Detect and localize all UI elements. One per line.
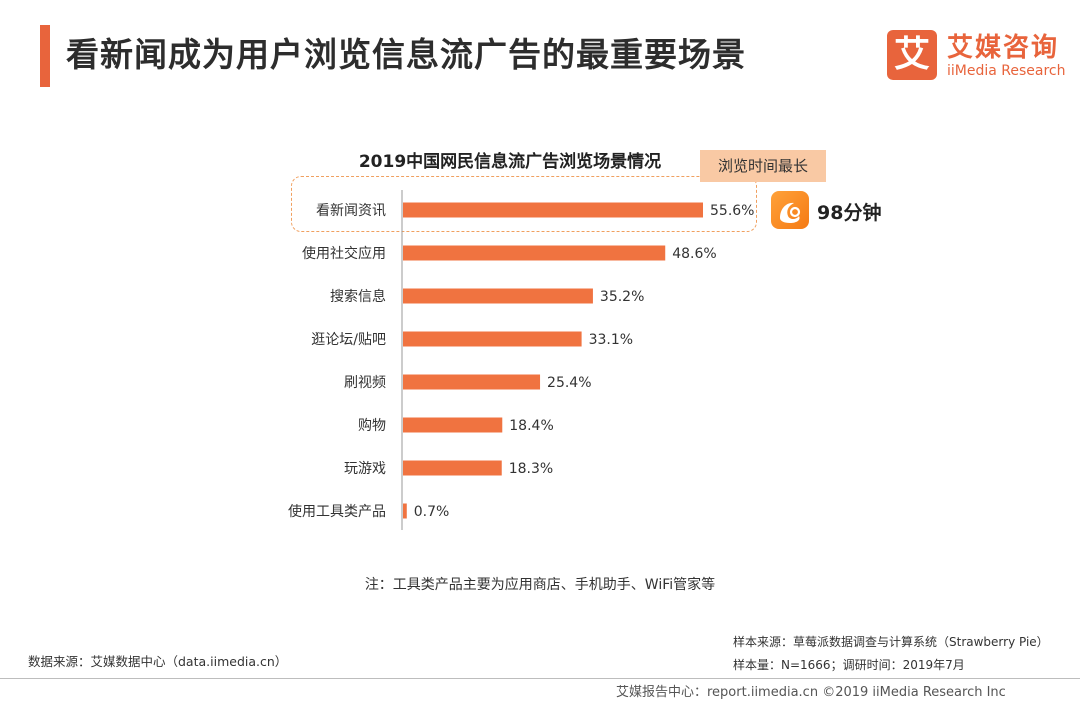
value-label: 18.4%: [509, 418, 553, 434]
sample-size: 样本量：N=1666；调研时间：2019年7月: [733, 658, 965, 672]
highlight-dashed-box: [291, 176, 757, 232]
value-label: 18.3%: [509, 461, 553, 477]
longest-browsing-tag: 浏览时间最长: [700, 150, 826, 182]
bar: [403, 202, 703, 218]
sample-source: 样本来源：草莓派数据调查与计算系统（Strawberry Pie）: [733, 635, 1049, 649]
value-label: 35.2%: [600, 289, 644, 305]
chart-title: 2019中国网民信息流广告浏览场景情况: [358, 152, 662, 172]
value-label: 33.1%: [589, 332, 633, 348]
browsing-time-value: 98分钟: [817, 202, 882, 224]
category-label: 逛论坛/贴吧: [311, 332, 386, 348]
uc-browser-icon: [771, 191, 809, 229]
bar: [403, 503, 407, 519]
title-accent-bar: [40, 25, 50, 87]
category-label: 使用工具类产品: [288, 503, 386, 520]
iimedia-logo: 艾 艾媒咨询 iiMedia Research: [887, 27, 1066, 87]
category-label: 刷视频: [344, 375, 386, 391]
logo-mark: 艾: [887, 30, 937, 80]
category-label: 看新闻资讯: [316, 203, 386, 219]
value-label: 25.4%: [547, 375, 591, 391]
logo-name-en: iiMedia Research: [947, 63, 1066, 79]
footer-divider: [0, 678, 1080, 679]
bar: [403, 460, 502, 476]
bar: [403, 245, 666, 261]
data-source: 数据来源：艾媒数据中心（data.iimedia.cn）: [28, 654, 288, 669]
value-label: 55.6%: [710, 203, 754, 219]
bar: [403, 417, 503, 433]
logo-name-cn: 艾媒咨询: [947, 33, 1060, 63]
category-label: 搜索信息: [330, 288, 386, 305]
page-title: 看新闻成为用户浏览信息流广告的最重要场景: [66, 35, 746, 74]
bar: [403, 331, 582, 347]
bar: [403, 374, 541, 390]
category-label: 购物: [358, 418, 386, 434]
footer-text: 艾媒报告中心：report.iimedia.cn ©2019 iiMedia R…: [616, 685, 1006, 700]
bar: [403, 288, 593, 304]
category-label: 使用社交应用: [302, 245, 386, 262]
value-label: 0.7%: [414, 504, 450, 520]
category-label: 玩游戏: [344, 461, 386, 477]
chart-note: 注：工具类产品主要为应用商店、手机助手、WiFi管家等: [364, 577, 716, 593]
value-label: 48.6%: [672, 246, 716, 262]
